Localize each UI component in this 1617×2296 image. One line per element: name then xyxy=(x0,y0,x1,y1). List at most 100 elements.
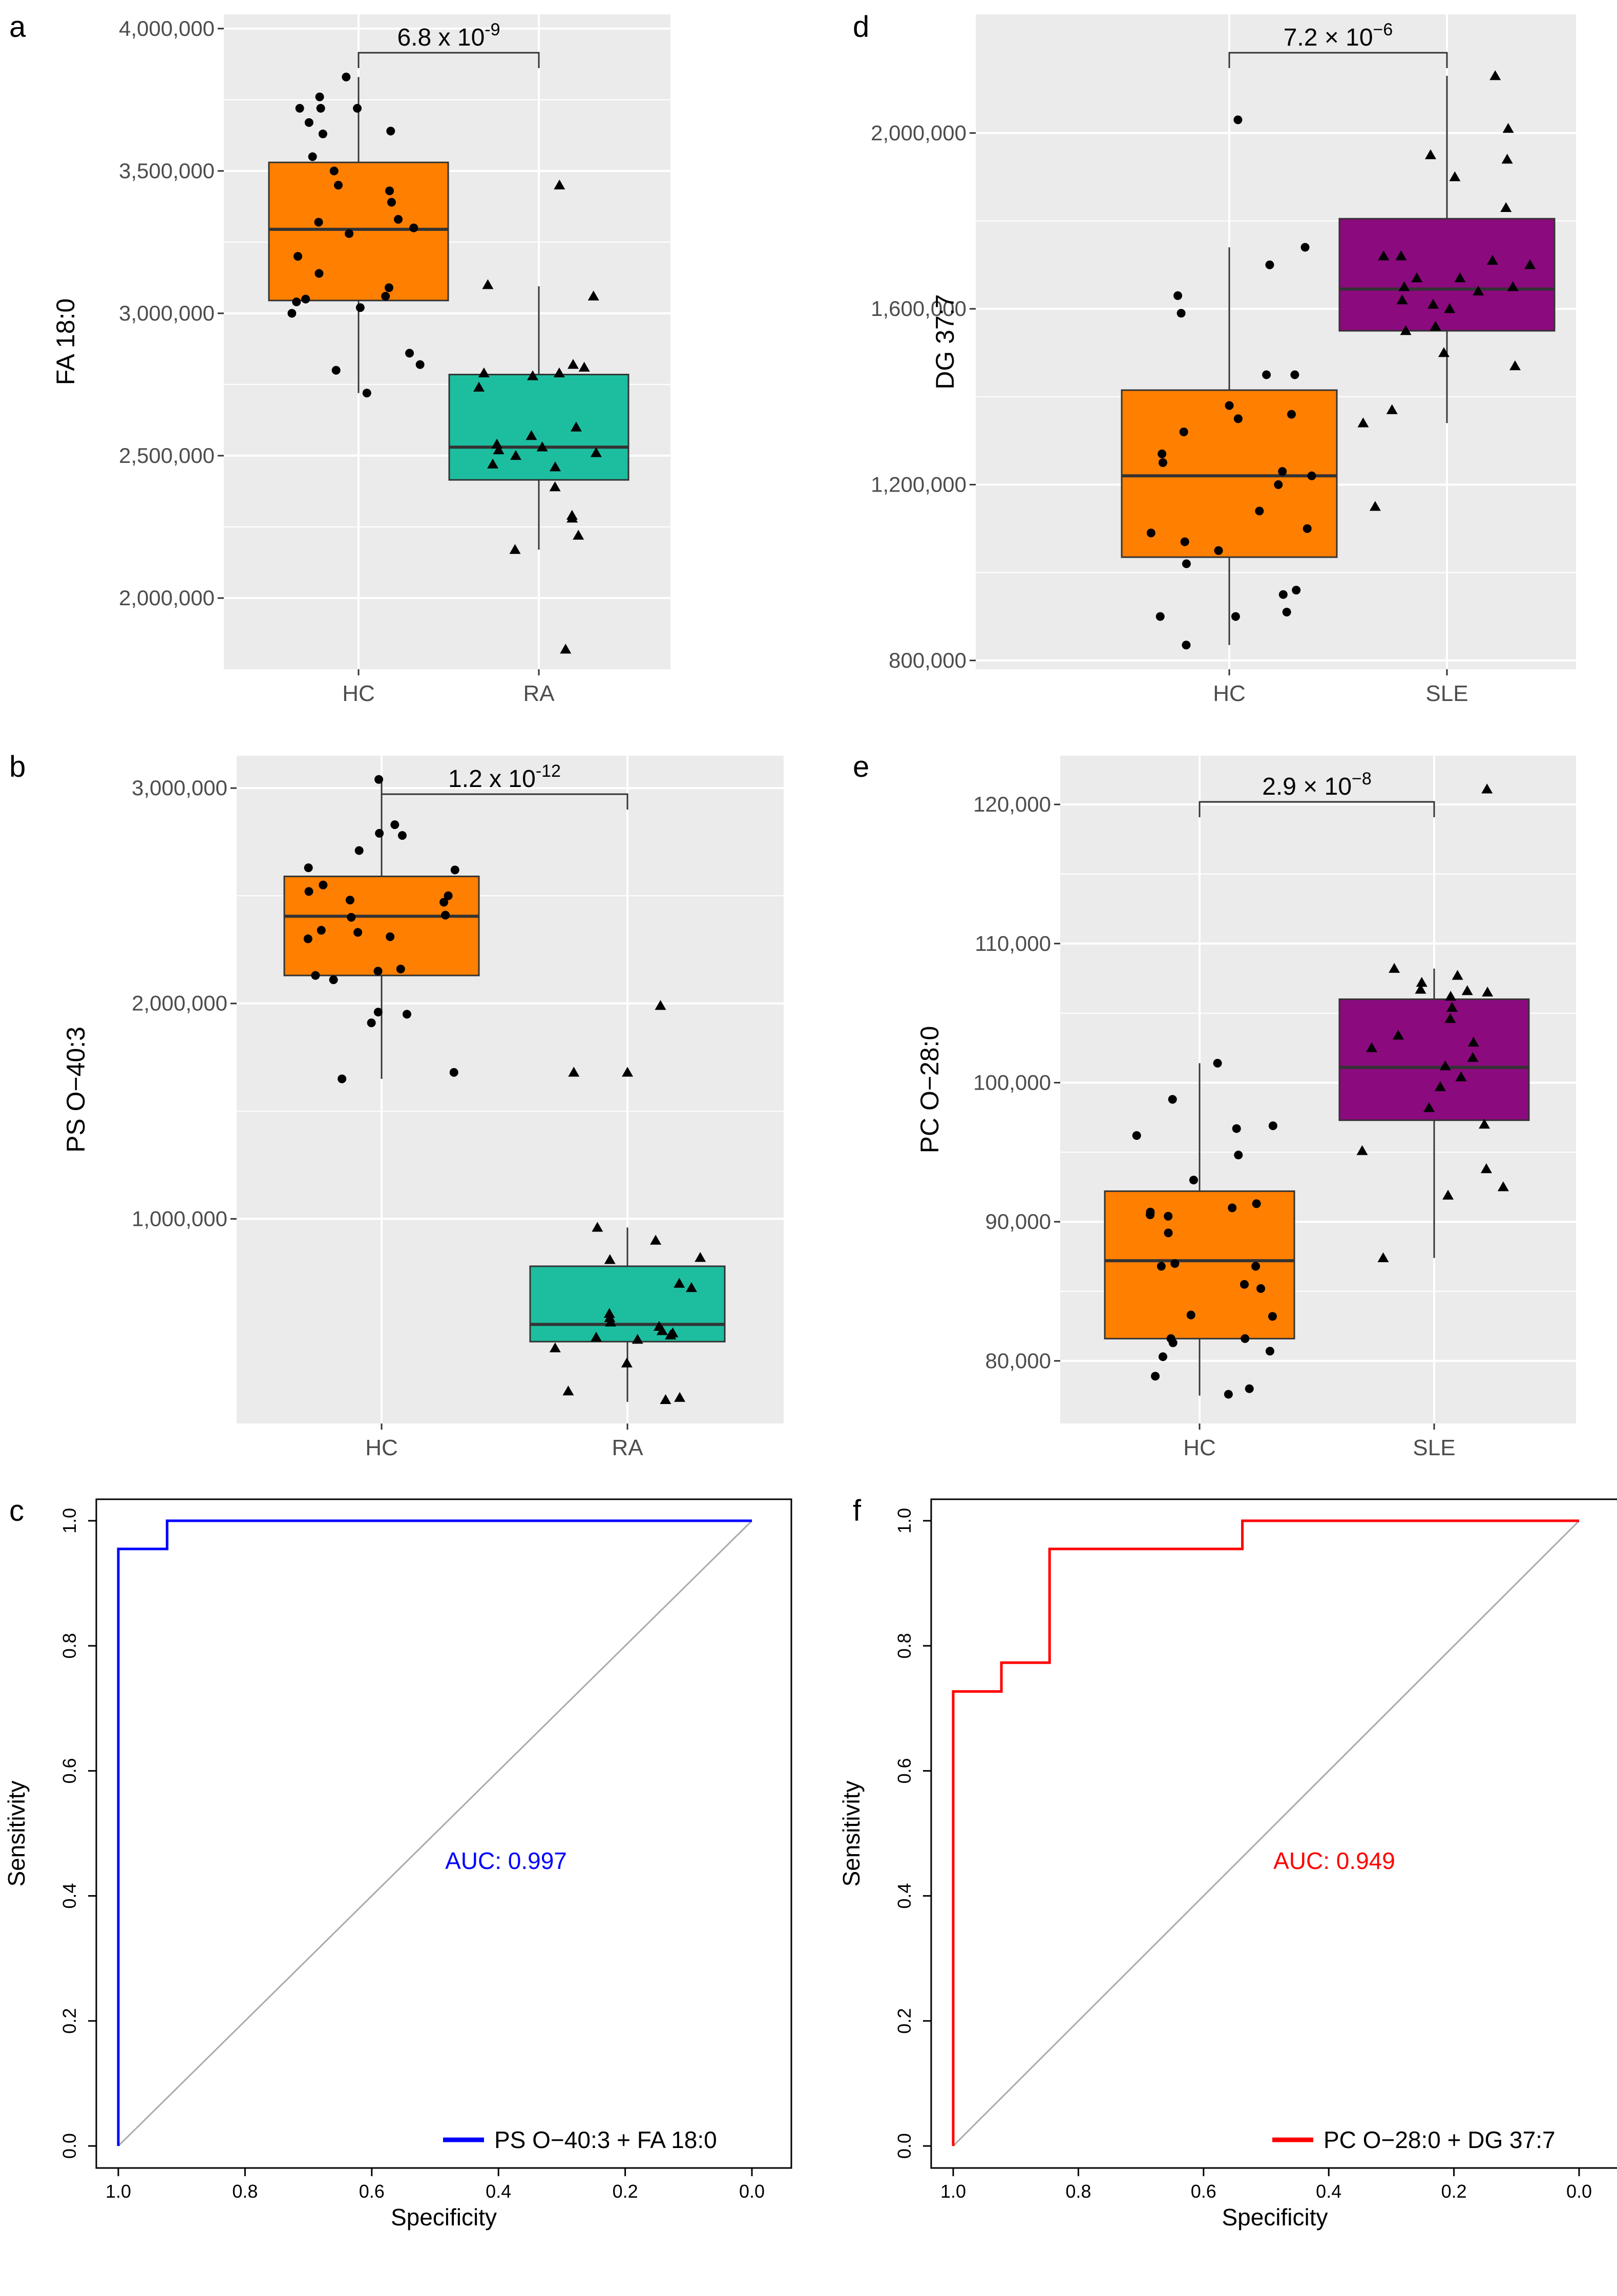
y-tick-label: 0.4 xyxy=(894,1883,915,1909)
data-point xyxy=(1151,1372,1160,1381)
data-point xyxy=(384,283,393,292)
data-point xyxy=(303,934,312,944)
data-point xyxy=(1213,1058,1222,1068)
data-point xyxy=(491,438,503,449)
data-point xyxy=(549,1342,561,1353)
panel-label-f: f xyxy=(853,1494,862,1527)
data-point xyxy=(1146,1210,1155,1219)
data-point xyxy=(536,441,548,452)
data-point xyxy=(304,887,313,896)
x-axis-label: Specificity xyxy=(1222,2204,1328,2230)
data-point xyxy=(362,389,371,398)
data-point xyxy=(632,1333,643,1344)
data-point xyxy=(1415,984,1426,994)
data-point xyxy=(1132,1131,1141,1140)
data-point xyxy=(1158,458,1167,467)
y-tick-label: 1,000,000 xyxy=(132,1206,227,1230)
x-tick-label: SLE xyxy=(1413,1435,1455,1460)
x-axis-label: Specificity xyxy=(391,2204,497,2230)
data-point xyxy=(573,529,584,540)
data-point xyxy=(1500,202,1512,212)
data-point xyxy=(1156,612,1165,621)
data-point xyxy=(1434,1081,1446,1091)
data-point xyxy=(1233,414,1243,423)
panel-b: b 1,000,000 2,000,000 3,000,000 HC RA PS O−40:… xyxy=(9,750,784,1460)
data-point xyxy=(292,297,301,307)
data-point xyxy=(318,130,327,139)
data-point xyxy=(1265,260,1274,269)
data-point xyxy=(1473,285,1484,296)
y-axis-label: FA 18:0 xyxy=(51,299,80,386)
data-point xyxy=(304,863,313,873)
plot-frame xyxy=(930,1498,1617,2169)
data-point xyxy=(373,1008,383,1017)
data-point xyxy=(444,891,453,900)
data-point xyxy=(1168,1338,1178,1347)
panel-label-a: a xyxy=(9,10,26,44)
y-tick-label: 2,000,000 xyxy=(119,586,215,610)
data-point xyxy=(1234,1151,1243,1160)
roc-curve xyxy=(117,1519,752,2146)
data-point xyxy=(1369,501,1381,511)
box-sle xyxy=(1338,218,1556,332)
data-point xyxy=(1467,1052,1479,1062)
data-point xyxy=(1214,546,1223,555)
diagonal-reference-line xyxy=(117,1520,753,2147)
data-point xyxy=(549,481,561,492)
box-ra xyxy=(529,1265,726,1343)
data-point xyxy=(1392,1030,1404,1040)
data-point xyxy=(1467,1036,1479,1047)
data-point xyxy=(1228,1203,1237,1213)
data-point xyxy=(329,975,338,984)
data-point xyxy=(1497,1181,1509,1192)
data-point xyxy=(1524,259,1536,269)
data-point xyxy=(560,644,572,654)
data-point xyxy=(1274,480,1283,489)
data-point xyxy=(1479,1118,1490,1129)
y-axis-label: DG 37:7 xyxy=(931,294,959,389)
data-point xyxy=(1225,401,1234,410)
data-point xyxy=(1411,272,1423,283)
data-point xyxy=(373,967,383,976)
box-ra xyxy=(448,373,629,481)
y-axis-label: PS O−40:3 xyxy=(61,1027,90,1153)
data-point xyxy=(1158,449,1167,458)
plot-frame xyxy=(95,1498,792,2169)
y-axis-label: PC O−28:0 xyxy=(915,1026,944,1154)
data-point xyxy=(397,831,407,840)
plot-background xyxy=(976,14,1576,669)
p-value-base: 6.8 x 10 xyxy=(397,24,485,51)
data-point xyxy=(402,1010,411,1019)
data-point xyxy=(1278,467,1287,476)
panel-c: c 1.0 0.8 0.6 0.4 0.2 0.0 0.0 0.2 0.4 0.6 0.8 1.0 Spe… xyxy=(3,1494,792,2230)
y-tick-label: 0.0 xyxy=(59,2133,80,2159)
data-point xyxy=(566,513,578,523)
auc-annotation: AUC: 0.997 xyxy=(445,1847,567,1874)
data-point xyxy=(1389,963,1400,973)
data-point xyxy=(374,775,384,784)
data-point xyxy=(527,370,539,380)
data-point xyxy=(439,898,449,907)
data-point xyxy=(396,964,405,973)
data-point xyxy=(1396,294,1408,305)
data-point xyxy=(1430,321,1441,331)
box-hc xyxy=(268,161,449,302)
data-point xyxy=(1233,115,1243,124)
y-tick-label: 0.2 xyxy=(894,2008,915,2034)
y-tick-label: 4,000,000 xyxy=(119,16,215,40)
data-point xyxy=(367,1018,376,1028)
data-point xyxy=(1446,1002,1458,1012)
data-point xyxy=(1423,1102,1435,1112)
data-point xyxy=(304,118,313,127)
data-point xyxy=(1179,427,1188,436)
x-tick-label: 0.0 xyxy=(739,2181,765,2202)
x-tick-label: HC xyxy=(1213,681,1246,706)
data-point xyxy=(1378,250,1390,261)
data-point xyxy=(650,1235,662,1245)
data-point xyxy=(587,290,599,301)
legend-label: PC O−28:0 + DG 37:7 xyxy=(1324,2127,1556,2153)
data-point xyxy=(549,461,561,472)
y-tick-label: 1.0 xyxy=(894,1508,915,1534)
data-point xyxy=(695,1252,706,1262)
data-point xyxy=(1427,299,1439,309)
